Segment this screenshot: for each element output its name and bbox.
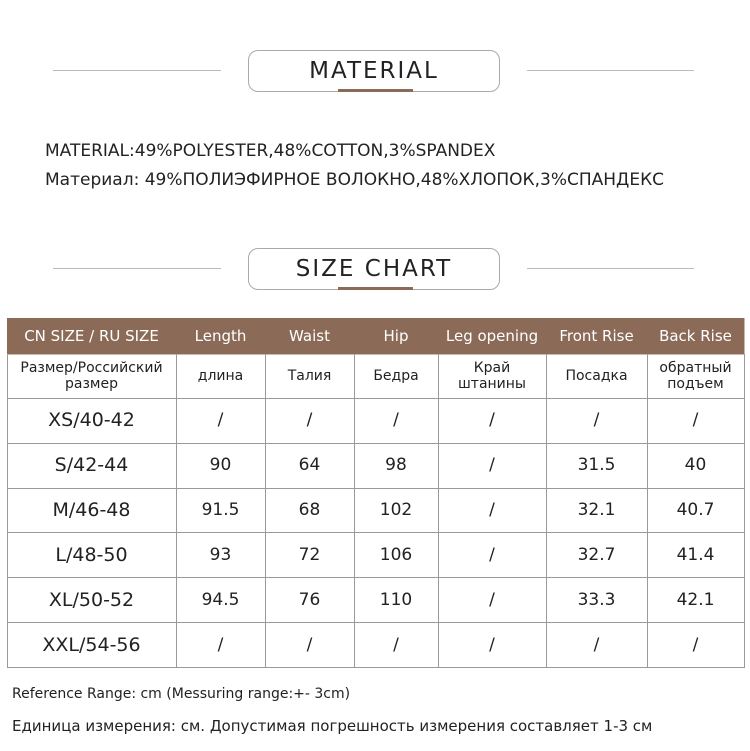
data-cell: 72 <box>265 532 355 579</box>
divider <box>527 268 694 269</box>
data-cell: M/46-48 <box>7 487 177 534</box>
divider <box>53 268 221 269</box>
section-badge: MATERIAL <box>248 50 500 92</box>
data-cell: / <box>438 487 547 534</box>
data-cell: / <box>438 442 547 489</box>
material-line: MATERIAL:49%POLYESTER,48%COTTON,3%SPANDE… <box>45 141 495 161</box>
material-text: 49%POLYESTER,48%COTTON,3%SPANDEX <box>134 141 496 161</box>
data-cell: / <box>176 622 266 668</box>
data-cell: 64 <box>265 442 355 489</box>
data-cell: 41.4 <box>647 532 745 579</box>
divider <box>53 70 221 71</box>
data-cell: / <box>647 398 745 444</box>
subheader-cell: Посадка <box>546 354 648 399</box>
header-cell: Length <box>176 318 266 355</box>
size-table: CN SIZE / RU SIZE Length Waist Hip Leg openi… <box>7 318 745 668</box>
data-cell: 32.7 <box>546 532 648 579</box>
data-cell: 91.5 <box>176 487 266 534</box>
data-cell: 106 <box>354 532 439 579</box>
data-cell: / <box>265 622 355 668</box>
header-cell: Front Rise <box>546 318 648 355</box>
data-cell: S/42-44 <box>7 442 177 489</box>
material-line: Материал: 49%ПОЛИЭФИРНОЕ ВОЛОКНО,48%ХЛОП… <box>45 170 664 190</box>
header-cell: Hip <box>354 318 439 355</box>
subheader-cell: Бедра <box>354 354 439 399</box>
subheader-cell: длина <box>176 354 266 399</box>
data-cell: XXL/54-56 <box>7 622 177 668</box>
data-cell: 42.1 <box>647 577 745 624</box>
data-cell: 94.5 <box>176 577 266 624</box>
section-badge: SIZE CHART <box>248 248 500 290</box>
data-cell: 102 <box>354 487 439 534</box>
accent-bar <box>338 287 413 290</box>
section-title: MATERIAL <box>309 58 439 84</box>
subheader-cell: Край штанины <box>438 354 547 399</box>
data-cell: / <box>354 398 439 444</box>
data-cell: 90 <box>176 442 266 489</box>
subheader-cell: Размер/Российский размер <box>7 354 177 399</box>
data-cell: / <box>438 532 547 579</box>
data-cell: / <box>546 398 648 444</box>
data-cell: / <box>265 398 355 444</box>
data-cell: 32.1 <box>546 487 648 534</box>
data-cell: XS/40-42 <box>7 398 177 444</box>
data-cell: / <box>438 577 547 624</box>
subheader-cell: Талия <box>265 354 355 399</box>
header-cell: Leg opening <box>438 318 547 355</box>
data-cell: 93 <box>176 532 266 579</box>
accent-bar <box>338 89 413 92</box>
data-cell: 76 <box>265 577 355 624</box>
header-cell: CN SIZE / RU SIZE <box>7 318 177 355</box>
header-cell: Waist <box>265 318 355 355</box>
data-cell: / <box>546 622 648 668</box>
data-cell: 33.3 <box>546 577 648 624</box>
data-cell: L/48-50 <box>7 532 177 579</box>
data-cell: 110 <box>354 577 439 624</box>
data-cell: / <box>438 622 547 668</box>
subheader-cell: обратный подъем <box>647 354 745 399</box>
divider <box>527 70 694 71</box>
material-label: Материал: <box>45 170 140 190</box>
data-cell: / <box>176 398 266 444</box>
section-title: SIZE CHART <box>295 256 453 282</box>
data-cell: / <box>647 622 745 668</box>
note: Reference Range: cm (Messuring range:+- … <box>12 686 351 702</box>
header-cell: Back Rise <box>647 318 745 355</box>
material-label: MATERIAL: <box>45 141 135 161</box>
material-text: 49%ПОЛИЭФИРНОЕ ВОЛОКНО,48%ХЛОПОК,3%СПАНД… <box>144 170 665 190</box>
data-cell: 68 <box>265 487 355 534</box>
data-cell: XL/50-52 <box>7 577 177 624</box>
data-cell: 40 <box>647 442 745 489</box>
data-cell: / <box>354 622 439 668</box>
data-cell: 40.7 <box>647 487 745 534</box>
data-cell: / <box>438 398 547 444</box>
data-cell: 31.5 <box>546 442 648 489</box>
data-cell: 98 <box>354 442 439 489</box>
note: Единица измерения: см. Допустимая погреш… <box>12 717 653 735</box>
